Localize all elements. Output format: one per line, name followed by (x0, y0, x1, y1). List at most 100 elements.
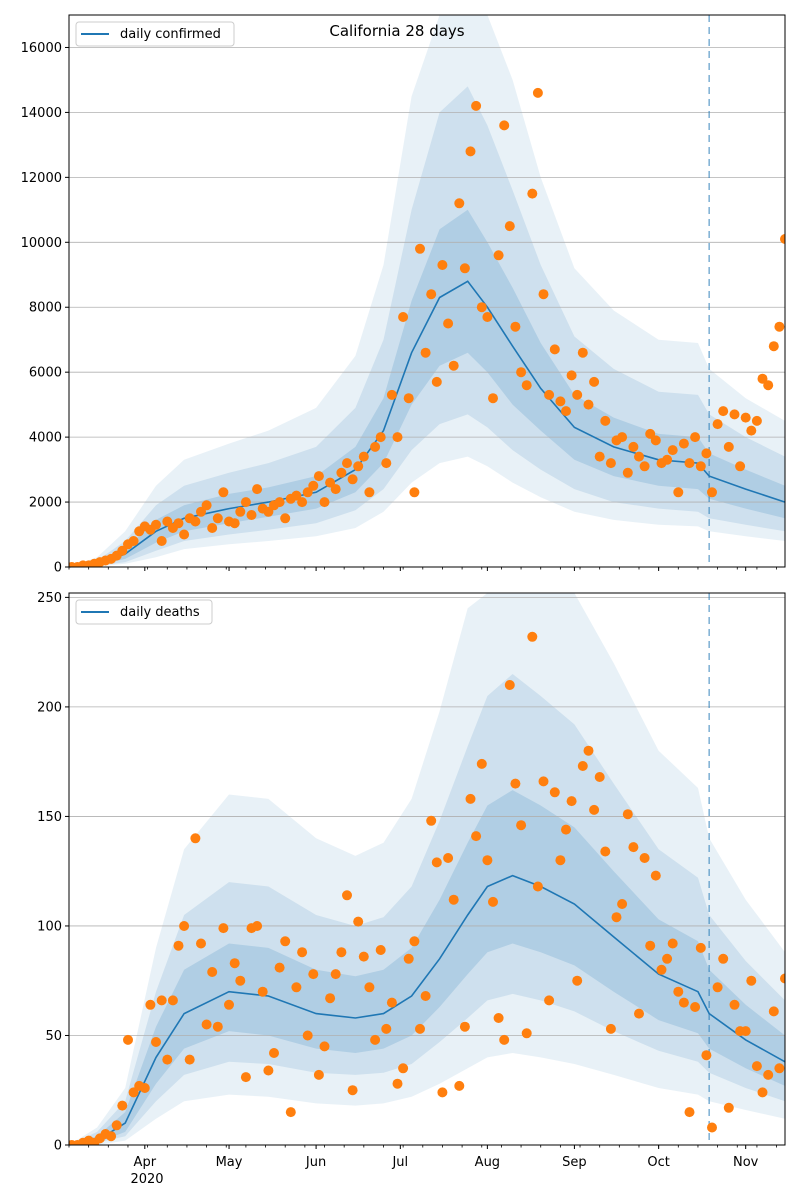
data-point (718, 953, 729, 964)
data-point (746, 425, 757, 436)
data-point (465, 146, 476, 157)
data-point (190, 516, 201, 527)
data-point (656, 964, 667, 975)
data-point (229, 518, 240, 529)
x-tick-label: Aug (475, 1155, 500, 1170)
data-point (572, 389, 583, 400)
data-point (707, 1122, 717, 1133)
data-point (566, 796, 577, 807)
data-point (392, 432, 403, 443)
deaths-observed-points (69, 631, 785, 1145)
data-point (280, 936, 291, 947)
data-point (313, 471, 324, 482)
y-tick-label: 12000 (21, 171, 62, 186)
data-point (353, 461, 364, 472)
data-point (780, 234, 785, 244)
x-tick-label: Sep (562, 1155, 587, 1170)
data-point (173, 940, 184, 951)
data-point (443, 318, 454, 329)
data-point (448, 894, 459, 905)
data-point (510, 778, 521, 789)
data-point (516, 820, 527, 831)
y-tick-label: 150 (37, 810, 62, 825)
data-point (566, 370, 577, 381)
data-point (617, 432, 628, 443)
data-point (302, 1030, 313, 1041)
data-point (139, 1083, 150, 1093)
data-point (128, 1087, 139, 1098)
legend-box (75, 599, 213, 625)
data-point (471, 831, 482, 842)
confirmed-y-ticks: 0 2000 4000 6000 8000 10000 12000 14000 16000 (21, 41, 69, 576)
data-point (358, 451, 369, 462)
data-point (673, 986, 684, 997)
data-point (409, 487, 420, 498)
data-point (117, 1100, 128, 1111)
data-point (128, 536, 139, 546)
data-point (482, 312, 493, 322)
data-point (544, 995, 555, 1006)
data-point (465, 793, 476, 804)
data-point (572, 975, 583, 986)
data-point (342, 890, 352, 901)
data-point (229, 958, 240, 969)
x-tick-label: Jun (305, 1155, 326, 1170)
data-point (207, 967, 218, 977)
data-point (308, 969, 319, 980)
data-point (347, 474, 358, 485)
confirmed-x-ticks (68, 567, 777, 571)
data-point (347, 1085, 358, 1096)
data-point (190, 833, 201, 844)
confirmed-uncertainty-bands (69, 15, 785, 567)
data-point (111, 1120, 122, 1131)
data-point (420, 347, 431, 358)
data-point (151, 1037, 161, 1047)
data-point (336, 467, 347, 478)
data-point (252, 921, 263, 931)
legend-box (75, 21, 235, 47)
data-point (780, 973, 785, 984)
data-point (723, 441, 734, 452)
data-point (212, 1021, 223, 1032)
data-point (201, 500, 212, 511)
data-point (162, 516, 173, 527)
deaths-x-ticks: Apr May Jun Jul Aug Sep Oct Nov (68, 1145, 777, 1170)
data-point (196, 938, 206, 949)
data-point (589, 804, 600, 815)
data-point (634, 451, 644, 462)
deaths-model-line (68, 874, 786, 1146)
data-point (746, 975, 757, 986)
data-point (443, 853, 454, 863)
band-inner (69, 209, 785, 567)
data-point (375, 945, 386, 955)
data-point (510, 321, 521, 332)
data-point (308, 480, 319, 491)
data-point (493, 1013, 504, 1023)
data-point (622, 467, 633, 478)
data-point (207, 523, 218, 533)
data-point (544, 389, 555, 400)
confirmed-panel: 0 2000 4000 6000 8000 10000 12000 14000 16000 Ca… (21, 14, 786, 576)
x-tick-label: Apr (134, 1155, 157, 1170)
data-point (555, 396, 566, 407)
data-point (701, 1050, 712, 1061)
deaths-uncertainty-bands (69, 593, 785, 1145)
data-point (684, 1107, 695, 1118)
data-point (712, 982, 723, 993)
confirmed-legend: daily confirmed (75, 21, 235, 47)
data-point (398, 1063, 409, 1074)
data-point (184, 1054, 195, 1065)
data-point (381, 458, 392, 469)
data-point (336, 947, 347, 958)
data-point (678, 997, 689, 1008)
data-point (224, 999, 234, 1010)
confirmed-axes-frame (68, 14, 786, 568)
deaths-legend: daily deaths (75, 599, 213, 625)
data-point (600, 415, 611, 426)
data-point (454, 198, 465, 209)
data-point (319, 1041, 330, 1052)
data-point (167, 995, 178, 1006)
data-point (751, 415, 762, 426)
data-point (409, 936, 420, 947)
data-point (488, 393, 498, 404)
